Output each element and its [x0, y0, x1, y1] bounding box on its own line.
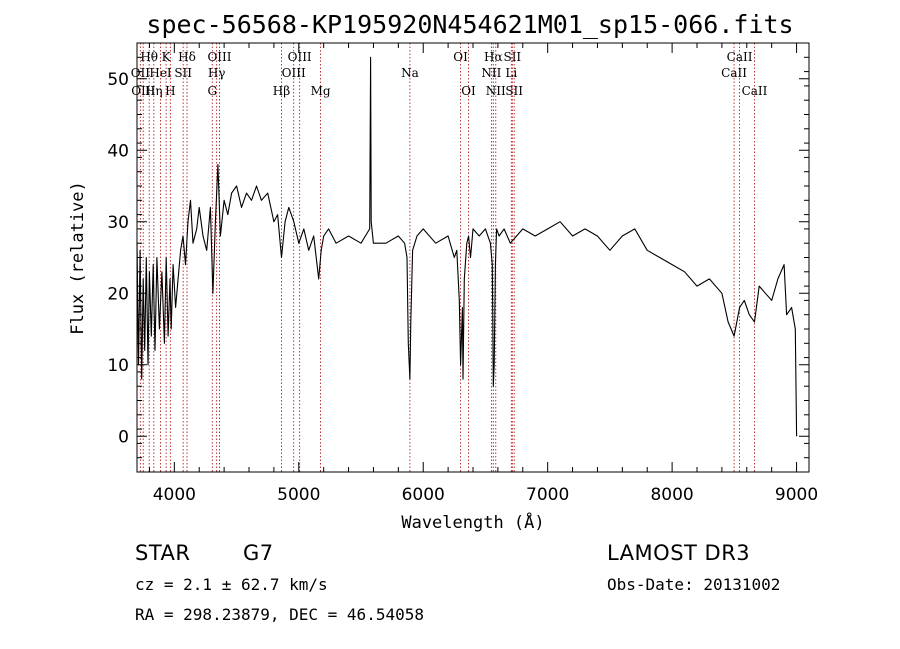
- x-tick-label-3: 7000: [526, 485, 569, 505]
- line-label-4: HeI: [149, 66, 172, 80]
- spectrum-line: [136, 56, 798, 437]
- y-tick-label-4: 40: [107, 141, 129, 161]
- chart-title: spec-56568-KP195920N454621M01_sp15-066.f…: [146, 10, 793, 39]
- y-tick-label-2: 20: [107, 284, 129, 304]
- y-tick-label-3: 30: [107, 213, 129, 233]
- line-label-2: OII: [131, 66, 151, 80]
- y-tick-label-5: 50: [107, 70, 129, 90]
- line-label-19: NII: [481, 66, 501, 80]
- line-label-17: OI: [453, 50, 468, 64]
- x-tick-label-4: 8000: [650, 485, 693, 505]
- spectral-line-labels: Hθ Hη OII OIII HeI K H SII Hδ G Hγ OIII Hβ OIII OIII Mg…: [131, 50, 768, 98]
- line-label-10: Hγ: [208, 66, 226, 80]
- spectral-line-markers: [139, 43, 755, 472]
- line-label-18: OI: [461, 84, 476, 98]
- line-label-1: Hη: [145, 84, 163, 98]
- line-label-26: CaII: [727, 50, 753, 64]
- line-label-21: NII: [486, 84, 506, 98]
- object-subclass: G7: [243, 541, 274, 565]
- line-label-6: H: [165, 84, 175, 98]
- x-tick-label-5: 9000: [775, 485, 818, 505]
- line-label-8: Hδ: [178, 50, 196, 64]
- line-label-16: Na: [401, 66, 419, 80]
- x-axis: 4000 5000 6000 7000 8000 9000: [148, 43, 818, 505]
- redshift-cz: cz = 2.1 ± 62.7 km/s: [135, 575, 328, 594]
- line-label-12: Hβ: [273, 84, 290, 98]
- line-label-9: G: [207, 84, 217, 98]
- coordinates: RA = 298.23879, DEC = 46.54058: [135, 605, 424, 624]
- line-label-13: OIII: [282, 66, 306, 80]
- x-tick-label-2: 6000: [402, 485, 445, 505]
- line-label-20: Hα: [484, 50, 503, 64]
- survey-name: LAMOST DR3: [607, 541, 750, 565]
- line-label-0: Hθ: [140, 50, 158, 64]
- plot-frame: [136, 42, 810, 473]
- line-label-14: OIII: [288, 50, 312, 64]
- line-label-5: K: [162, 50, 172, 64]
- x-tick-label-1: 5000: [277, 485, 320, 505]
- observation-date: Obs-Date: 20131002: [607, 575, 780, 594]
- line-label-3: OIII: [131, 84, 155, 98]
- line-label-23: SII: [503, 50, 521, 64]
- line-label-11: OIII: [207, 50, 231, 64]
- line-label-25: CaII: [721, 66, 747, 80]
- object-class: STAR: [135, 541, 190, 565]
- y-tick-label-1: 10: [107, 356, 129, 376]
- y-axis: 0 10 20 30 40 50: [107, 42, 809, 473]
- line-label-22: Li: [505, 66, 517, 80]
- y-axis-label: Flux (relative): [68, 181, 88, 335]
- y-tick-label-0: 0: [118, 427, 129, 447]
- line-label-7: SII: [174, 66, 192, 80]
- line-label-24: SII: [505, 84, 523, 98]
- x-tick-label-0: 4000: [153, 485, 196, 505]
- x-axis-label: Wavelength (Å): [401, 511, 544, 533]
- line-label-15: Mg: [311, 84, 331, 98]
- line-label-27: CaII: [742, 84, 768, 98]
